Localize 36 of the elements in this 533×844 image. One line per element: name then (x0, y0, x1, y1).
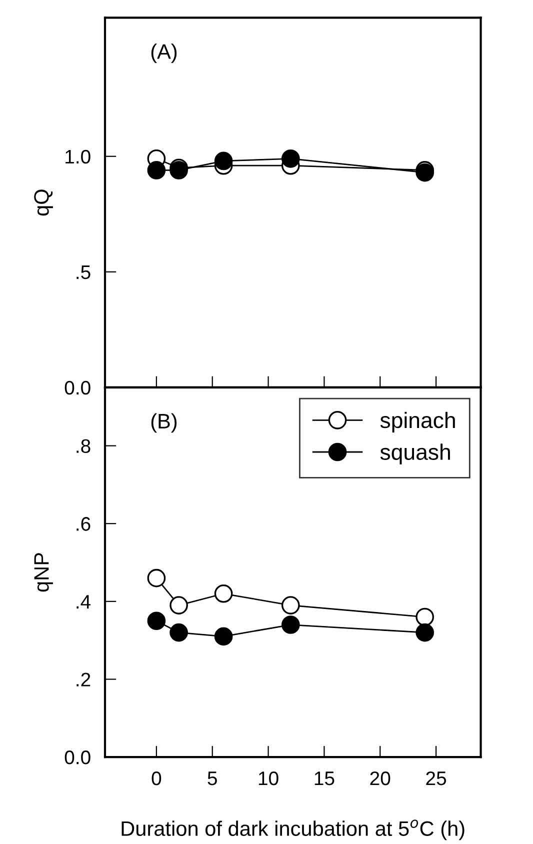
annotation: (A) (151, 44, 177, 64)
point (147, 161, 166, 180)
y-axis-title: qNP (34, 553, 53, 592)
y-tick-label: .5 (76, 266, 90, 280)
x-tick-label: 20 (370, 771, 390, 786)
point (281, 149, 300, 168)
annotation: (B) (151, 413, 177, 433)
point (170, 596, 188, 614)
y-tick-label: .6 (76, 517, 90, 531)
x-tick-label: 5 (208, 772, 217, 786)
y-tick-label: 0.0 (64, 380, 90, 395)
point (214, 152, 233, 170)
legend-label: spinach (380, 412, 455, 433)
point (147, 612, 166, 630)
x-tick-label: 15 (314, 772, 334, 786)
x-tick-label: 0 (152, 771, 162, 786)
point (147, 568, 166, 588)
point (416, 163, 434, 182)
x-tick-label: 10 (258, 771, 278, 786)
point (281, 616, 300, 634)
point (281, 596, 300, 614)
y-tick-label: 1.0 (66, 150, 90, 164)
legend-label: squash (380, 444, 450, 464)
x-axis-title: Duration of dark incubation at 5$^{o}$C (h) (122, 820, 464, 840)
y-tick-label: .4 (76, 595, 91, 608)
point (416, 608, 434, 626)
y-tick-label: 0.0 (64, 750, 90, 764)
y-tick-label: .8 (76, 439, 90, 453)
point (214, 584, 233, 603)
point (416, 623, 434, 642)
point (214, 627, 233, 646)
y-axis-title: qQ (34, 190, 53, 216)
x-tick-label: 25 (426, 771, 446, 786)
point (170, 161, 188, 180)
point (170, 623, 188, 642)
y-tick-label: .2 (76, 672, 90, 686)
